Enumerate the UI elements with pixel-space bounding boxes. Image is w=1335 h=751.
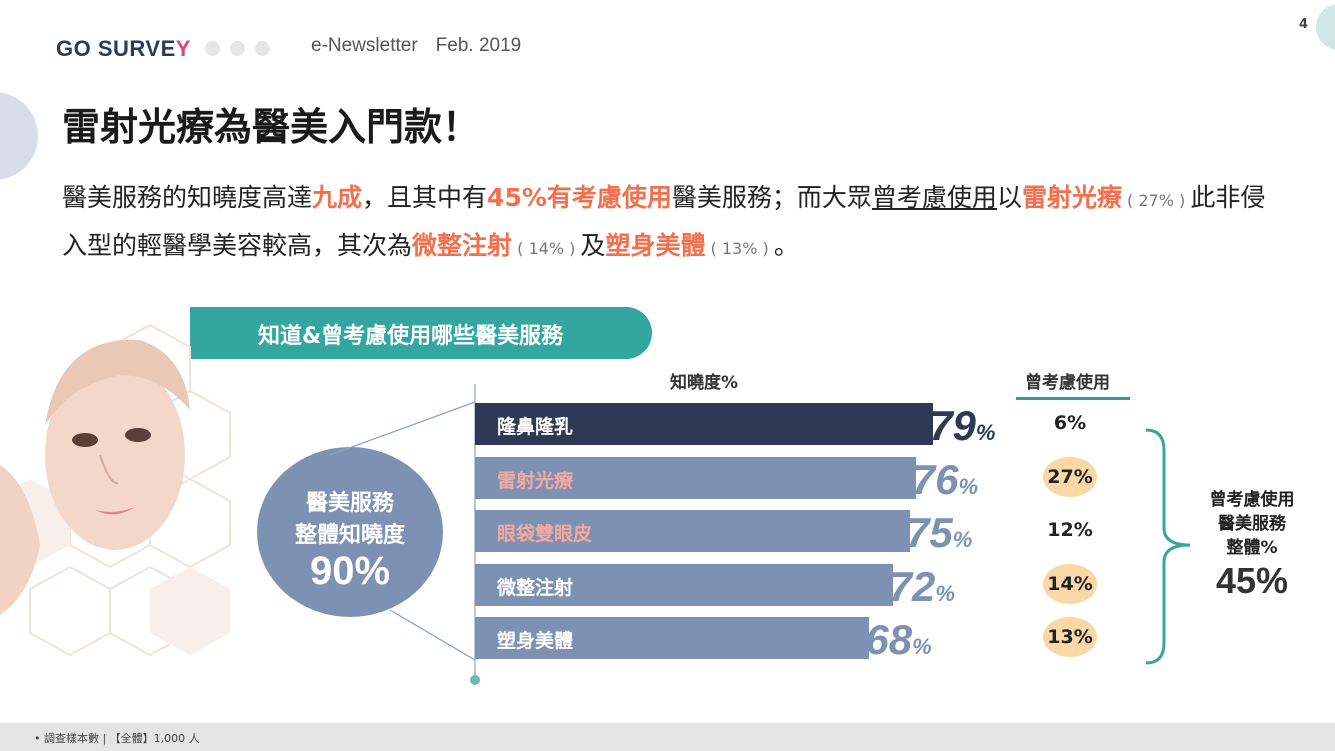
consider-header: 曾考慮使用 <box>1025 373 1110 393</box>
bar-1 <box>475 403 934 445</box>
newsletter-label: e-Newsletter <box>311 35 418 56</box>
side-label: 曾考慮使用 醫美服務 整體% <box>1209 490 1295 558</box>
consider-value-4: 14% <box>1043 563 1097 604</box>
bar-4 <box>475 563 893 606</box>
section-banner-label: 知道&曾考慮使用哪些醫美服務 <box>258 324 564 349</box>
awareness-header: 知曉度% <box>670 373 739 393</box>
bar-5 <box>475 617 870 660</box>
consider-value-1: 6% <box>1053 412 1087 434</box>
bubble-line2: 整體知曉度 <box>294 523 405 548</box>
awareness-bubble: 醫美服務 整體知曉度 90% <box>257 447 443 617</box>
axis-end-dot <box>470 675 480 685</box>
bar-value-2: 76% <box>911 455 979 503</box>
connector-top <box>329 401 476 456</box>
footer-bar <box>0 723 1335 751</box>
side-value: 45% <box>1215 560 1289 601</box>
description: 醫美服務的知曉度高達九成，且其中有45%有考慮使用醫美服務；而大眾曾考慮使用以雷… <box>62 183 1266 260</box>
bar-label-4: 微整注射 <box>497 576 574 599</box>
consider-value-3: 12% <box>1047 519 1093 542</box>
bar-2 <box>475 456 916 499</box>
bubble-line1: 醫美服務 <box>305 491 394 516</box>
bar-label-5: 塑身美體 <box>497 630 574 653</box>
newsletter-date: Feb. 2019 <box>435 35 522 56</box>
side-brace <box>1145 428 1191 665</box>
bar-label-1: 隆鼻隆乳 <box>497 416 574 438</box>
footer-note: • 調查樣本數 | 【全體】1,000 人 <box>34 732 200 745</box>
consider-header-underline <box>1016 397 1130 400</box>
bar-value-3: 75% <box>906 509 973 557</box>
bar-value-4: 72% <box>888 562 955 610</box>
logo-dots <box>205 41 270 56</box>
bar-label-2: 雷射光療 <box>497 469 574 492</box>
decorative-circle-corner <box>1316 4 1335 50</box>
face-illustration <box>0 323 231 657</box>
page-number: 4 <box>1299 17 1309 32</box>
bubble-value: 90% <box>309 549 391 593</box>
bar-label-3: 眼袋雙眼皮 <box>497 523 593 546</box>
connector-bottom <box>389 609 476 661</box>
bar-3 <box>475 510 910 553</box>
section-banner <box>190 307 652 359</box>
logo: GO SURVEY <box>56 36 191 61</box>
page-title: 雷射光療為醫美入門款！ <box>62 105 481 149</box>
bar-value-1: 79% <box>929 402 996 449</box>
consider-value-2: 27% <box>1043 456 1097 497</box>
consider-value-5: 13% <box>1043 617 1097 658</box>
bar-value-5: 68% <box>865 616 932 664</box>
newsletter-header: e-Newsletter Feb. 2019 <box>311 35 539 57</box>
